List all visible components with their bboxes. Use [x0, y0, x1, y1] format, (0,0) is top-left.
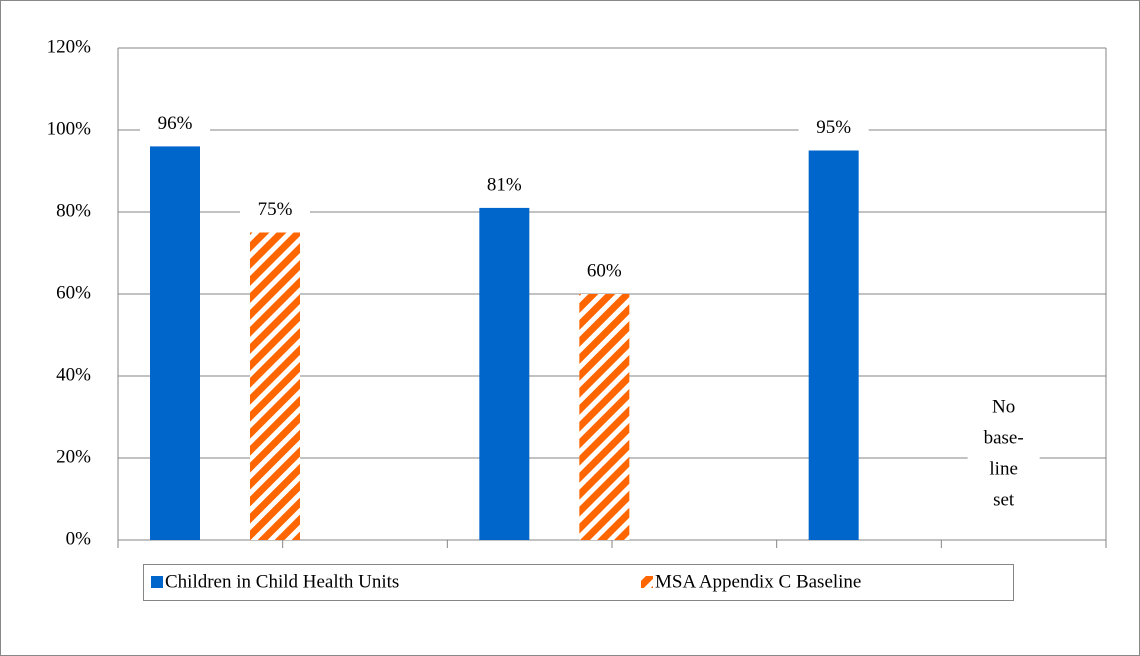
value-label: 95% [816, 117, 851, 138]
legend-label: Children in Child Health Units [165, 571, 399, 592]
value-label: 75% [258, 199, 293, 220]
value-label-bg [240, 198, 310, 223]
y-tick-label: 100% [47, 118, 92, 139]
legend-swatch [151, 576, 163, 588]
annotation: line [989, 458, 1018, 479]
annotation: base- [984, 427, 1024, 448]
y-tick-label: 80% [56, 200, 91, 221]
value-label: 96% [158, 113, 193, 134]
y-tick-label: 60% [56, 282, 91, 303]
value-label-bg [569, 260, 640, 284]
y-tick-label: 20% [56, 446, 91, 467]
annotation: set [993, 489, 1015, 510]
legend-box [143, 564, 1014, 601]
legend-label: MSA Appendix C Baseline [655, 571, 861, 592]
y-tick-label: 40% [56, 364, 91, 385]
annotation: No [992, 396, 1015, 417]
y-tick-label: 0% [66, 528, 92, 549]
bar [579, 294, 630, 540]
value-label-bg [469, 173, 540, 198]
legend-swatch [641, 576, 653, 588]
bar [479, 207, 530, 540]
value-label: 81% [487, 174, 522, 195]
bar [150, 146, 200, 540]
annotation-bg [967, 392, 1040, 526]
bar [250, 232, 300, 540]
y-tick-label: 120% [47, 36, 92, 57]
value-label: 60% [587, 260, 622, 281]
value-label-bg [798, 116, 869, 141]
value-label-bg [140, 112, 210, 137]
bar [808, 150, 859, 540]
